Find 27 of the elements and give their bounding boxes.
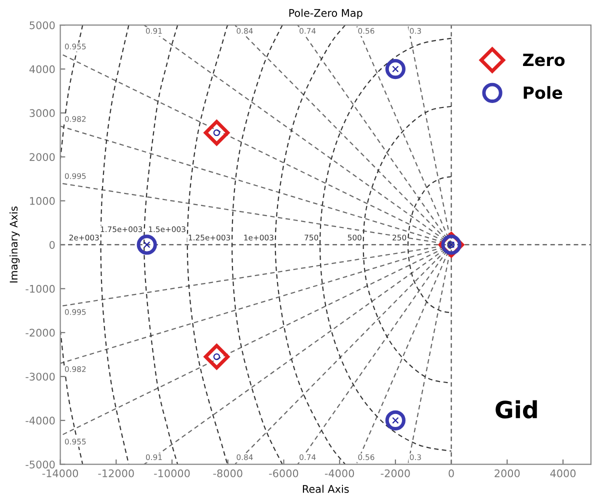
x-tick-label: 0 (448, 469, 454, 478)
y-tick-label: 3000 (30, 109, 55, 118)
x-tick-label: -8000 (213, 469, 242, 478)
chart-title: Pole-Zero Map (289, 8, 362, 19)
x-tick-label: 4000 (550, 469, 576, 478)
y-tick-label: -4000 (26, 416, 55, 425)
y-tick-label: 0 (50, 240, 55, 249)
y-axis-title: Imaginary Axis (10, 206, 20, 282)
y-tick-label: 5000 (30, 21, 55, 30)
y-tick-label: -1000 (26, 284, 55, 293)
annotation: Gid (496, 400, 537, 418)
y-tick-label: -3000 (26, 372, 55, 381)
y-tick-label: -2000 (26, 328, 55, 337)
y-tick-label: 2000 (30, 153, 55, 161)
x-axis-title: Real Axis (302, 484, 349, 493)
x-tick-label: -4000 (324, 469, 354, 478)
y-tick-label: -5000 (26, 460, 55, 468)
x-tick-label: -2000 (380, 469, 410, 478)
legend-label: Zero (523, 54, 565, 66)
x-tick-label: 2000 (494, 469, 520, 478)
y-tick-label: 1000 (30, 197, 55, 205)
x-tick-label: -10000 (154, 469, 190, 478)
y-tick-label: 4000 (29, 65, 55, 74)
x-tick-label: -14000 (42, 469, 78, 478)
legend-label: Pole (524, 86, 562, 99)
x-tick-label: -6000 (269, 469, 298, 478)
x-tick-label: -12000 (98, 469, 134, 478)
